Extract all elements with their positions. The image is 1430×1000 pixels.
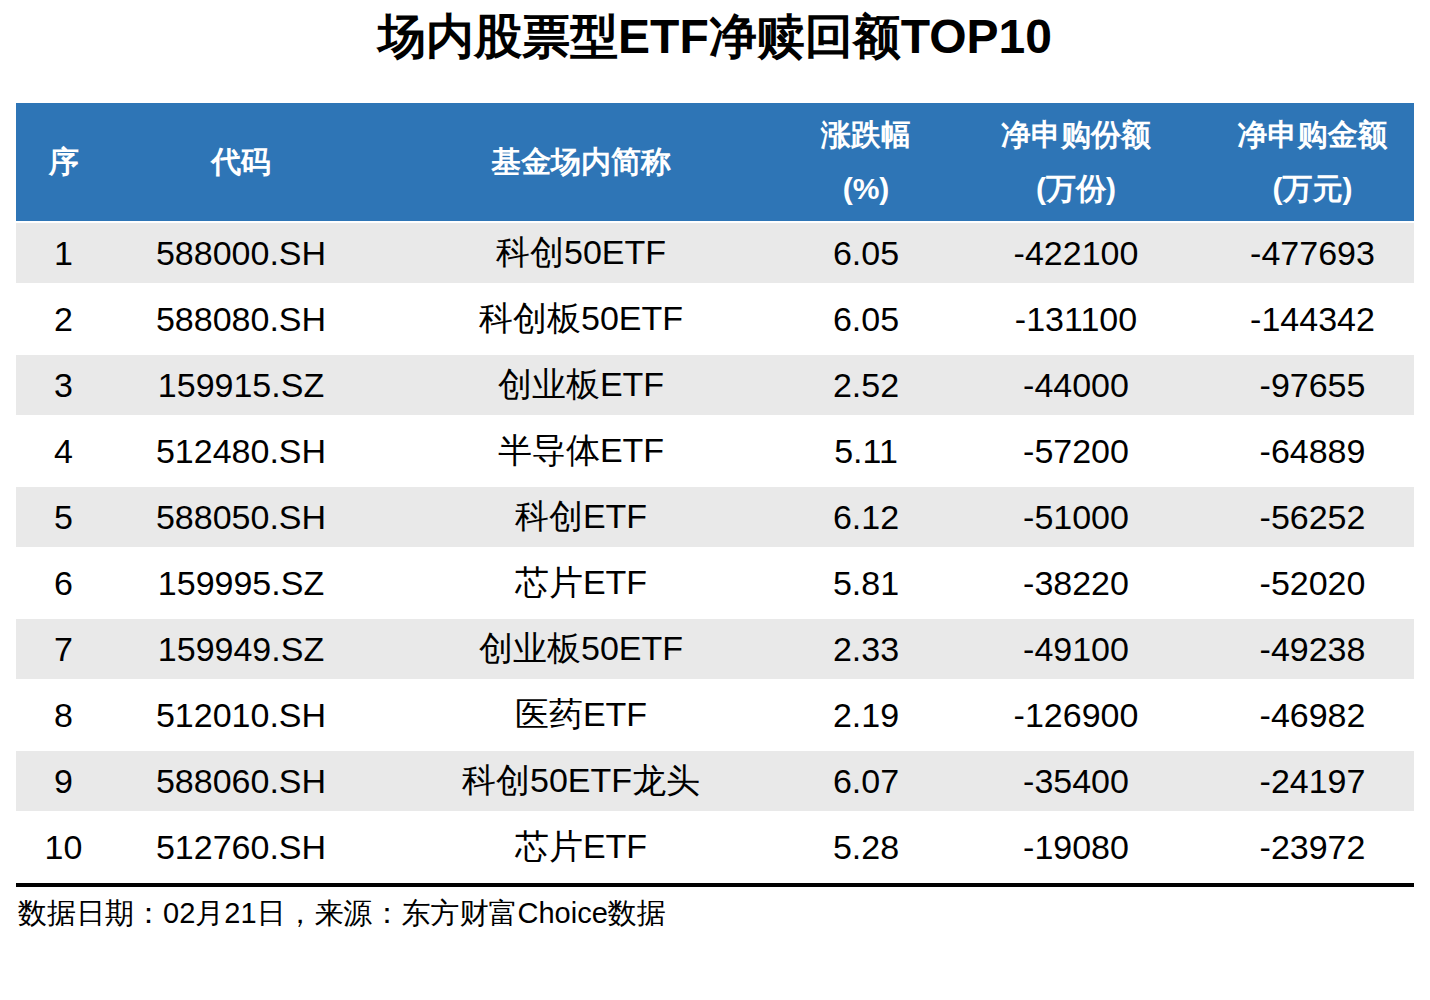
cell-change-pct: 5.28 <box>791 817 941 883</box>
col-header-net-shares-label: 净申购份额 <box>941 108 1211 162</box>
col-header-code: 代码 <box>111 103 371 223</box>
cell-net-shares: -44000 <box>941 355 1211 421</box>
cell-rank: 5 <box>16 487 111 553</box>
table-row: 1 588000.SH 科创50ETF 6.05 -422100 -477693 <box>16 223 1414 289</box>
cell-net-amount: -477693 <box>1211 223 1414 289</box>
cell-rank: 9 <box>16 751 111 817</box>
table-row: 9 588060.SH 科创50ETF龙头 6.07 -35400 -24197 <box>16 751 1414 817</box>
cell-net-amount: -24197 <box>1211 751 1414 817</box>
cell-change-pct: 2.52 <box>791 355 941 421</box>
cell-net-amount: -56252 <box>1211 487 1414 553</box>
col-header-net-amount-label: 净申购金额 <box>1211 108 1414 162</box>
cell-fund-name: 医药ETF <box>371 685 791 751</box>
cell-change-pct: 6.07 <box>791 751 941 817</box>
cell-rank: 4 <box>16 421 111 487</box>
cell-change-pct: 6.05 <box>791 289 941 355</box>
col-header-net-amount-unit: (万元) <box>1211 162 1414 216</box>
cell-rank: 3 <box>16 355 111 421</box>
cell-net-shares: -126900 <box>941 685 1211 751</box>
cell-rank: 10 <box>16 817 111 883</box>
cell-fund-name: 科创ETF <box>371 487 791 553</box>
table-row: 3 159915.SZ 创业板ETF 2.52 -44000 -97655 <box>16 355 1414 421</box>
cell-code: 588060.SH <box>111 751 371 817</box>
cell-code: 512480.SH <box>111 421 371 487</box>
cell-net-shares: -57200 <box>941 421 1211 487</box>
cell-fund-name: 科创50ETF龙头 <box>371 751 791 817</box>
col-header-code-label: 代码 <box>111 135 371 189</box>
cell-change-pct: 5.11 <box>791 421 941 487</box>
data-source-note: 数据日期：02月21日，来源：东方财富Choice数据 <box>18 895 1430 931</box>
table-row: 10 512760.SH 芯片ETF 5.28 -19080 -23972 <box>16 817 1414 883</box>
col-header-rank: 序 <box>16 103 111 223</box>
cell-net-shares: -35400 <box>941 751 1211 817</box>
divider-line <box>16 883 1414 887</box>
cell-net-shares: -19080 <box>941 817 1211 883</box>
cell-net-shares: -49100 <box>941 619 1211 685</box>
page-title: 场内股票型ETF净赎回额TOP10 <box>0 0 1430 66</box>
cell-rank: 7 <box>16 619 111 685</box>
cell-net-amount: -46982 <box>1211 685 1414 751</box>
cell-change-pct: 2.19 <box>791 685 941 751</box>
col-header-fund-name-label: 基金场内简称 <box>371 135 791 189</box>
cell-net-shares: -38220 <box>941 553 1211 619</box>
table-row: 6 159995.SZ 芯片ETF 5.81 -38220 -52020 <box>16 553 1414 619</box>
col-header-net-shares-unit: (万份) <box>941 162 1211 216</box>
cell-change-pct: 6.05 <box>791 223 941 289</box>
table-row: 5 588050.SH 科创ETF 6.12 -51000 -56252 <box>16 487 1414 553</box>
cell-net-shares: -131100 <box>941 289 1211 355</box>
table-row: 4 512480.SH 半导体ETF 5.11 -57200 -64889 <box>16 421 1414 487</box>
cell-code: 512010.SH <box>111 685 371 751</box>
table-container: 序 代码 基金场内简称 涨跌幅 (%) 净申购份额 (万份) <box>16 103 1414 883</box>
cell-net-amount: -144342 <box>1211 289 1414 355</box>
cell-code: 159915.SZ <box>111 355 371 421</box>
cell-code: 512760.SH <box>111 817 371 883</box>
cell-code: 588050.SH <box>111 487 371 553</box>
cell-net-amount: -52020 <box>1211 553 1414 619</box>
cell-rank: 2 <box>16 289 111 355</box>
cell-net-amount: -49238 <box>1211 619 1414 685</box>
cell-rank: 1 <box>16 223 111 289</box>
cell-change-pct: 5.81 <box>791 553 941 619</box>
col-header-rank-label: 序 <box>16 135 111 189</box>
cell-net-shares: -422100 <box>941 223 1211 289</box>
cell-rank: 8 <box>16 685 111 751</box>
col-header-change-pct-label: 涨跌幅 <box>791 108 941 162</box>
cell-fund-name: 科创板50ETF <box>371 289 791 355</box>
cell-net-amount: -97655 <box>1211 355 1414 421</box>
col-header-net-shares: 净申购份额 (万份) <box>941 103 1211 223</box>
cell-code: 588000.SH <box>111 223 371 289</box>
cell-fund-name: 科创50ETF <box>371 223 791 289</box>
table-body: 1 588000.SH 科创50ETF 6.05 -422100 -477693… <box>16 223 1414 883</box>
etf-redemption-table: 序 代码 基金场内简称 涨跌幅 (%) 净申购份额 (万份) <box>16 103 1414 883</box>
cell-rank: 6 <box>16 553 111 619</box>
col-header-net-amount: 净申购金额 (万元) <box>1211 103 1414 223</box>
table-row: 7 159949.SZ 创业板50ETF 2.33 -49100 -49238 <box>16 619 1414 685</box>
cell-fund-name: 创业板ETF <box>371 355 791 421</box>
cell-change-pct: 2.33 <box>791 619 941 685</box>
cell-code: 588080.SH <box>111 289 371 355</box>
cell-code: 159995.SZ <box>111 553 371 619</box>
col-header-change-pct-unit: (%) <box>791 162 941 216</box>
table-header: 序 代码 基金场内简称 涨跌幅 (%) 净申购份额 (万份) <box>16 103 1414 223</box>
cell-net-amount: -23972 <box>1211 817 1414 883</box>
cell-code: 159949.SZ <box>111 619 371 685</box>
cell-change-pct: 6.12 <box>791 487 941 553</box>
cell-fund-name: 半导体ETF <box>371 421 791 487</box>
table-row: 2 588080.SH 科创板50ETF 6.05 -131100 -14434… <box>16 289 1414 355</box>
cell-net-amount: -64889 <box>1211 421 1414 487</box>
col-header-fund-name: 基金场内简称 <box>371 103 791 223</box>
cell-fund-name: 芯片ETF <box>371 553 791 619</box>
cell-net-shares: -51000 <box>941 487 1211 553</box>
table-row: 8 512010.SH 医药ETF 2.19 -126900 -46982 <box>16 685 1414 751</box>
col-header-change-pct: 涨跌幅 (%) <box>791 103 941 223</box>
header-row: 序 代码 基金场内简称 涨跌幅 (%) 净申购份额 (万份) <box>16 103 1414 223</box>
cell-fund-name: 芯片ETF <box>371 817 791 883</box>
cell-fund-name: 创业板50ETF <box>371 619 791 685</box>
